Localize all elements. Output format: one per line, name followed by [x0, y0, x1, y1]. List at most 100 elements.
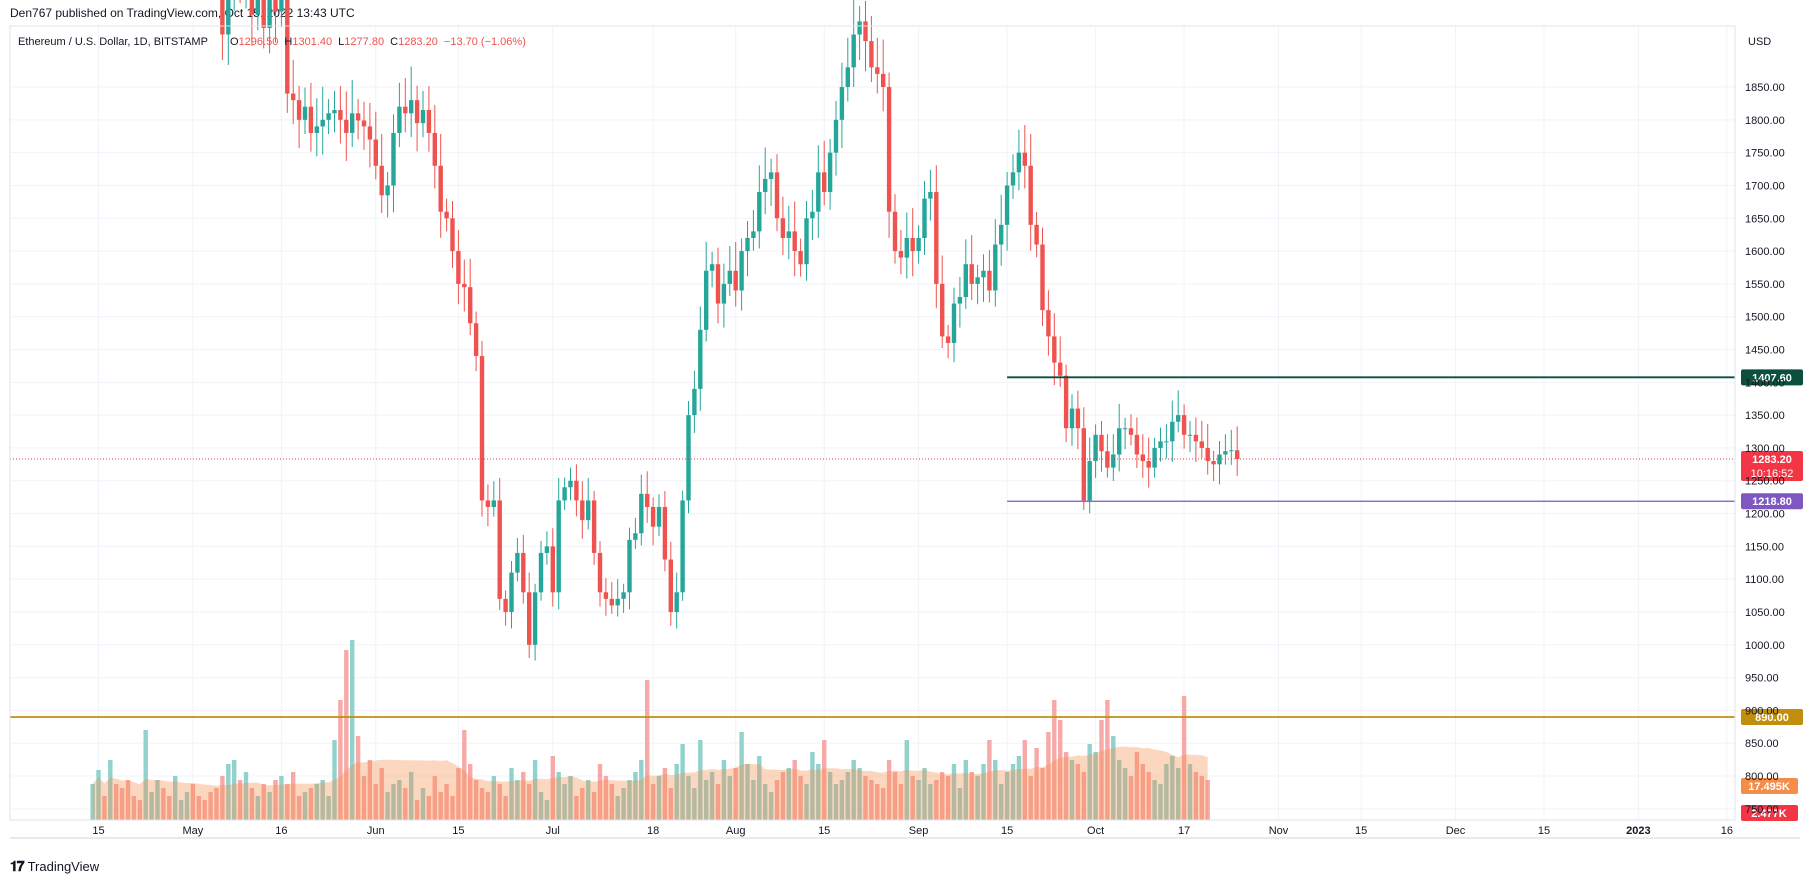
volume-bar — [90, 784, 95, 820]
volume-bar — [999, 784, 1004, 820]
volume-label: 2.477K — [1751, 808, 1787, 820]
candle-body — [615, 598, 620, 606]
axes: 1850.00 1800.00 1750.00 1700.00 1650.00 1600.… — [9, 25, 1800, 839]
volume-bar — [178, 800, 184, 820]
volume-bar — [1004, 772, 1010, 820]
candle-body — [1193, 434, 1199, 442]
volume-bar — [527, 784, 532, 820]
volume-bar — [338, 700, 343, 820]
candle-body — [220, 0, 225, 35]
volume-bar — [350, 640, 355, 820]
volume-bar — [462, 730, 467, 820]
y-tick-label: 900.00 — [1745, 705, 1779, 717]
volume-bars — [90, 640, 1210, 820]
candle — [367, 102, 373, 168]
volume-bar — [397, 780, 402, 820]
volume-bar — [279, 776, 284, 820]
candle-body — [780, 218, 786, 238]
candle — [751, 209, 756, 251]
volume-bar — [273, 780, 278, 820]
candle-body — [255, 0, 260, 15]
candle — [739, 238, 744, 311]
candle-body — [302, 106, 308, 120]
volume-bar — [1087, 744, 1092, 820]
candle-body — [839, 87, 845, 120]
candle — [1164, 424, 1169, 459]
volume-badge — [1741, 778, 1798, 794]
candle — [308, 82, 314, 152]
candle — [556, 478, 561, 610]
volume-bar — [450, 796, 455, 820]
volume-bar — [633, 772, 638, 820]
volume-bar — [414, 800, 420, 820]
volume-bar — [886, 760, 892, 820]
candle — [857, 6, 862, 60]
candle — [397, 82, 402, 147]
x-tick-label: 15 — [1355, 825, 1367, 837]
volume-bar — [898, 784, 904, 820]
y-tick-label: 1400.00 — [1745, 377, 1785, 389]
candle — [479, 340, 485, 517]
candle — [1099, 420, 1104, 472]
candle — [1040, 227, 1045, 326]
candle-body — [249, 0, 255, 15]
candle-body — [420, 109, 426, 124]
candle-body — [468, 287, 473, 324]
volume-bar — [426, 796, 432, 820]
tradingview-icon: 𝟏𝟕 — [10, 858, 25, 874]
candle — [1223, 434, 1228, 465]
candle-body — [285, 0, 290, 94]
candle — [898, 230, 904, 275]
candle-body — [479, 356, 485, 501]
candle-body — [296, 100, 302, 120]
chart-grid — [10, 26, 1735, 820]
volume-bar — [668, 788, 673, 820]
x-tick-label: May — [183, 825, 204, 837]
volume-bar — [550, 756, 555, 820]
candle — [603, 578, 609, 616]
level-badge — [1741, 369, 1803, 386]
volume-bar — [468, 764, 473, 820]
x-tick-label: 15 — [818, 825, 830, 837]
candle — [1205, 424, 1210, 475]
volume-bar — [409, 772, 414, 820]
candle — [827, 138, 833, 210]
candle — [621, 583, 626, 613]
candle — [786, 205, 791, 260]
volume-bar — [810, 752, 815, 820]
candle-body — [462, 283, 467, 288]
tradingview-logo[interactable]: 𝟏𝟕 TradingView — [10, 858, 99, 875]
candle-body — [863, 21, 868, 42]
candle-body — [326, 113, 331, 120]
candle-body — [1075, 408, 1081, 429]
candle-body — [957, 297, 963, 304]
candle — [591, 490, 597, 565]
volume-bar — [237, 780, 243, 820]
candle-body — [969, 264, 974, 284]
candle — [468, 258, 473, 335]
volume-bar — [1164, 764, 1169, 820]
candle-body — [409, 100, 414, 114]
candle — [285, 0, 290, 113]
volume-bar — [473, 780, 479, 820]
volume-bar — [1152, 780, 1157, 820]
candle — [1152, 437, 1157, 478]
y-tick-label: 1200.00 — [1745, 509, 1785, 521]
x-tick-label: 16 — [275, 825, 287, 837]
y-tick-label: 1550.00 — [1745, 279, 1785, 291]
candle — [1111, 434, 1116, 481]
volume-bar — [320, 780, 325, 820]
volume-bar — [285, 784, 290, 820]
y-tick-label: 1850.00 — [1745, 82, 1785, 94]
volume-bar — [1128, 776, 1134, 820]
candle — [798, 238, 803, 277]
candle-body — [1199, 441, 1204, 448]
candle — [438, 133, 443, 238]
candle-body — [763, 178, 768, 193]
candle — [692, 370, 697, 433]
candle — [379, 133, 384, 213]
candle-body — [792, 231, 797, 252]
volume-bar — [1117, 760, 1122, 820]
candle — [586, 478, 591, 530]
